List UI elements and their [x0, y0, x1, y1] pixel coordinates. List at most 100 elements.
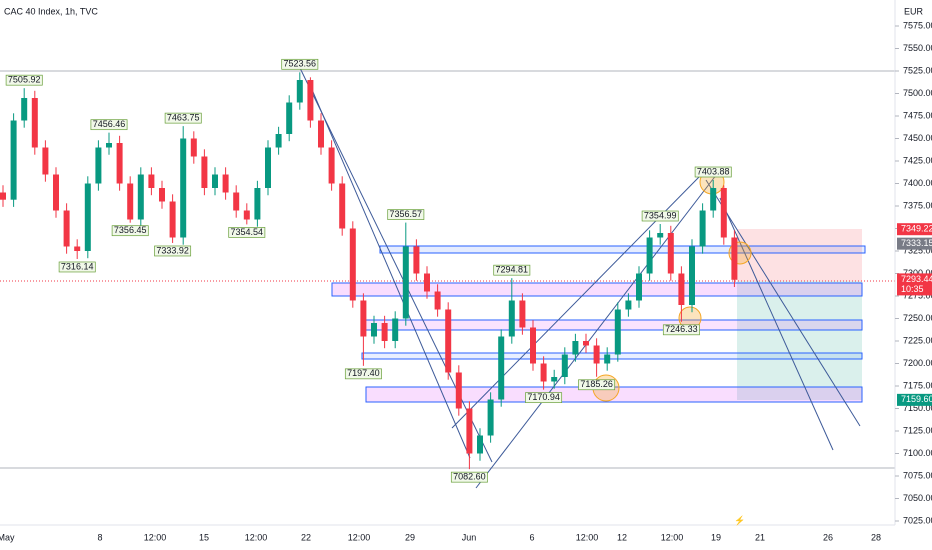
price-tag [897, 273, 932, 296]
annotation: 7185.26 [580, 379, 613, 389]
annotation-box [5, 74, 43, 86]
candle-body [307, 80, 314, 121]
candle-body [519, 300, 526, 328]
x-tick-label: May [0, 532, 15, 542]
candle-body [201, 156, 208, 188]
y-tick-label: 7075.00 [903, 470, 932, 480]
zone [361, 352, 863, 360]
candle-body [265, 147, 271, 188]
price-tag-label: 7159.60 [901, 394, 932, 404]
y-tick-label: 7225.00 [903, 335, 932, 345]
candle-body [466, 408, 473, 454]
candle-body [508, 300, 515, 337]
x-tick-label: 6 [529, 532, 534, 542]
candle-body [551, 377, 558, 382]
y-tick-label: 7150.00 [903, 403, 932, 413]
candle-body [540, 363, 547, 382]
price-tag [897, 223, 932, 236]
annotation: 7354.54 [231, 227, 264, 237]
candle-body [699, 210, 706, 247]
candle-body [689, 246, 695, 305]
annotation: 7316.14 [61, 261, 94, 271]
candle-body [233, 192, 240, 211]
candle-body [349, 228, 356, 301]
annotation-box [228, 227, 266, 238]
event-icon[interactable]: ⚡ [734, 514, 745, 526]
annotation-box [344, 368, 382, 380]
annotation: 7170.94 [527, 392, 560, 402]
candle-body [402, 246, 409, 319]
candle-body [434, 291, 441, 310]
stop-zone [737, 229, 862, 281]
candle-body [477, 435, 483, 454]
candle-body [583, 341, 589, 346]
annotation: 7356.57 [390, 209, 423, 219]
annotation: 7463.75 [167, 113, 200, 123]
candle-body [74, 246, 81, 251]
annotation-box [111, 225, 149, 237]
y-tick-label: 7550.00 [903, 43, 932, 53]
y-tick-label: 7050.00 [903, 493, 932, 503]
annotation: 7354.99 [644, 210, 677, 220]
drawings [0, 67, 895, 489]
candle-body [243, 210, 250, 220]
x-tick-label: 22 [301, 532, 311, 542]
zone [331, 282, 863, 297]
candle-body [106, 143, 112, 148]
y-tick-label: 7125.00 [903, 425, 932, 435]
candle-body [561, 354, 568, 377]
y-tick-label: 7450.00 [903, 133, 932, 143]
annotation-box [662, 324, 700, 336]
candle-body [710, 188, 717, 211]
x-tick-label: 19 [711, 532, 721, 542]
candle-body [360, 300, 367, 337]
candle-body [318, 120, 324, 148]
candle-body [190, 138, 197, 157]
candle-body [498, 336, 505, 400]
candle-body [53, 174, 59, 211]
y-tick-label: 7025.00 [903, 515, 932, 525]
y-tick-label: 7250.00 [903, 313, 932, 323]
candle-body [328, 147, 335, 184]
chart-title: CAC 40 Index, 1h, TVC [4, 6, 98, 16]
annotation: 7456.46 [93, 119, 126, 129]
candle-body [614, 309, 621, 355]
x-tick-label: 12:00 [245, 532, 268, 542]
x-tick-label: 15 [199, 532, 209, 542]
candle-body [392, 318, 399, 341]
annotation: 7197.40 [347, 368, 380, 378]
zone [364, 319, 863, 331]
annotation-box [525, 392, 563, 404]
candle-body [604, 354, 611, 364]
candle-body [31, 98, 38, 148]
candle-body [413, 246, 420, 274]
price-tag-label: 7349.22 [901, 224, 932, 234]
candle-body [487, 399, 494, 436]
candle-body [572, 341, 579, 355]
annotation-box [164, 112, 202, 124]
candle-body [222, 174, 229, 193]
candle-body [445, 309, 452, 373]
candle-body [530, 327, 536, 364]
y-tick-label: 7175.00 [903, 380, 932, 390]
y-tick-label: 7400.00 [903, 178, 932, 188]
annotation-box [90, 119, 128, 131]
y-tick-label: 7475.00 [903, 110, 932, 120]
annotation-box [58, 261, 96, 273]
x-tick-label: 12:00 [576, 532, 599, 542]
candle-body [0, 192, 6, 200]
candle-body [63, 210, 70, 247]
price-tag [897, 393, 932, 406]
candle-body [275, 134, 282, 148]
candle-body [21, 98, 28, 121]
annotation-box [450, 471, 488, 483]
price-tag-time: 10:35 [901, 284, 924, 294]
candle-body [286, 102, 293, 134]
annotation-box [694, 166, 732, 178]
annotation-box [154, 245, 192, 257]
annotation: 7333.92 [156, 245, 189, 255]
y-tick-label: 7200.00 [903, 358, 932, 368]
x-tick-label: 12:00 [661, 532, 684, 542]
annotation-box [493, 264, 531, 276]
y-tick-label: 7100.00 [903, 448, 932, 458]
